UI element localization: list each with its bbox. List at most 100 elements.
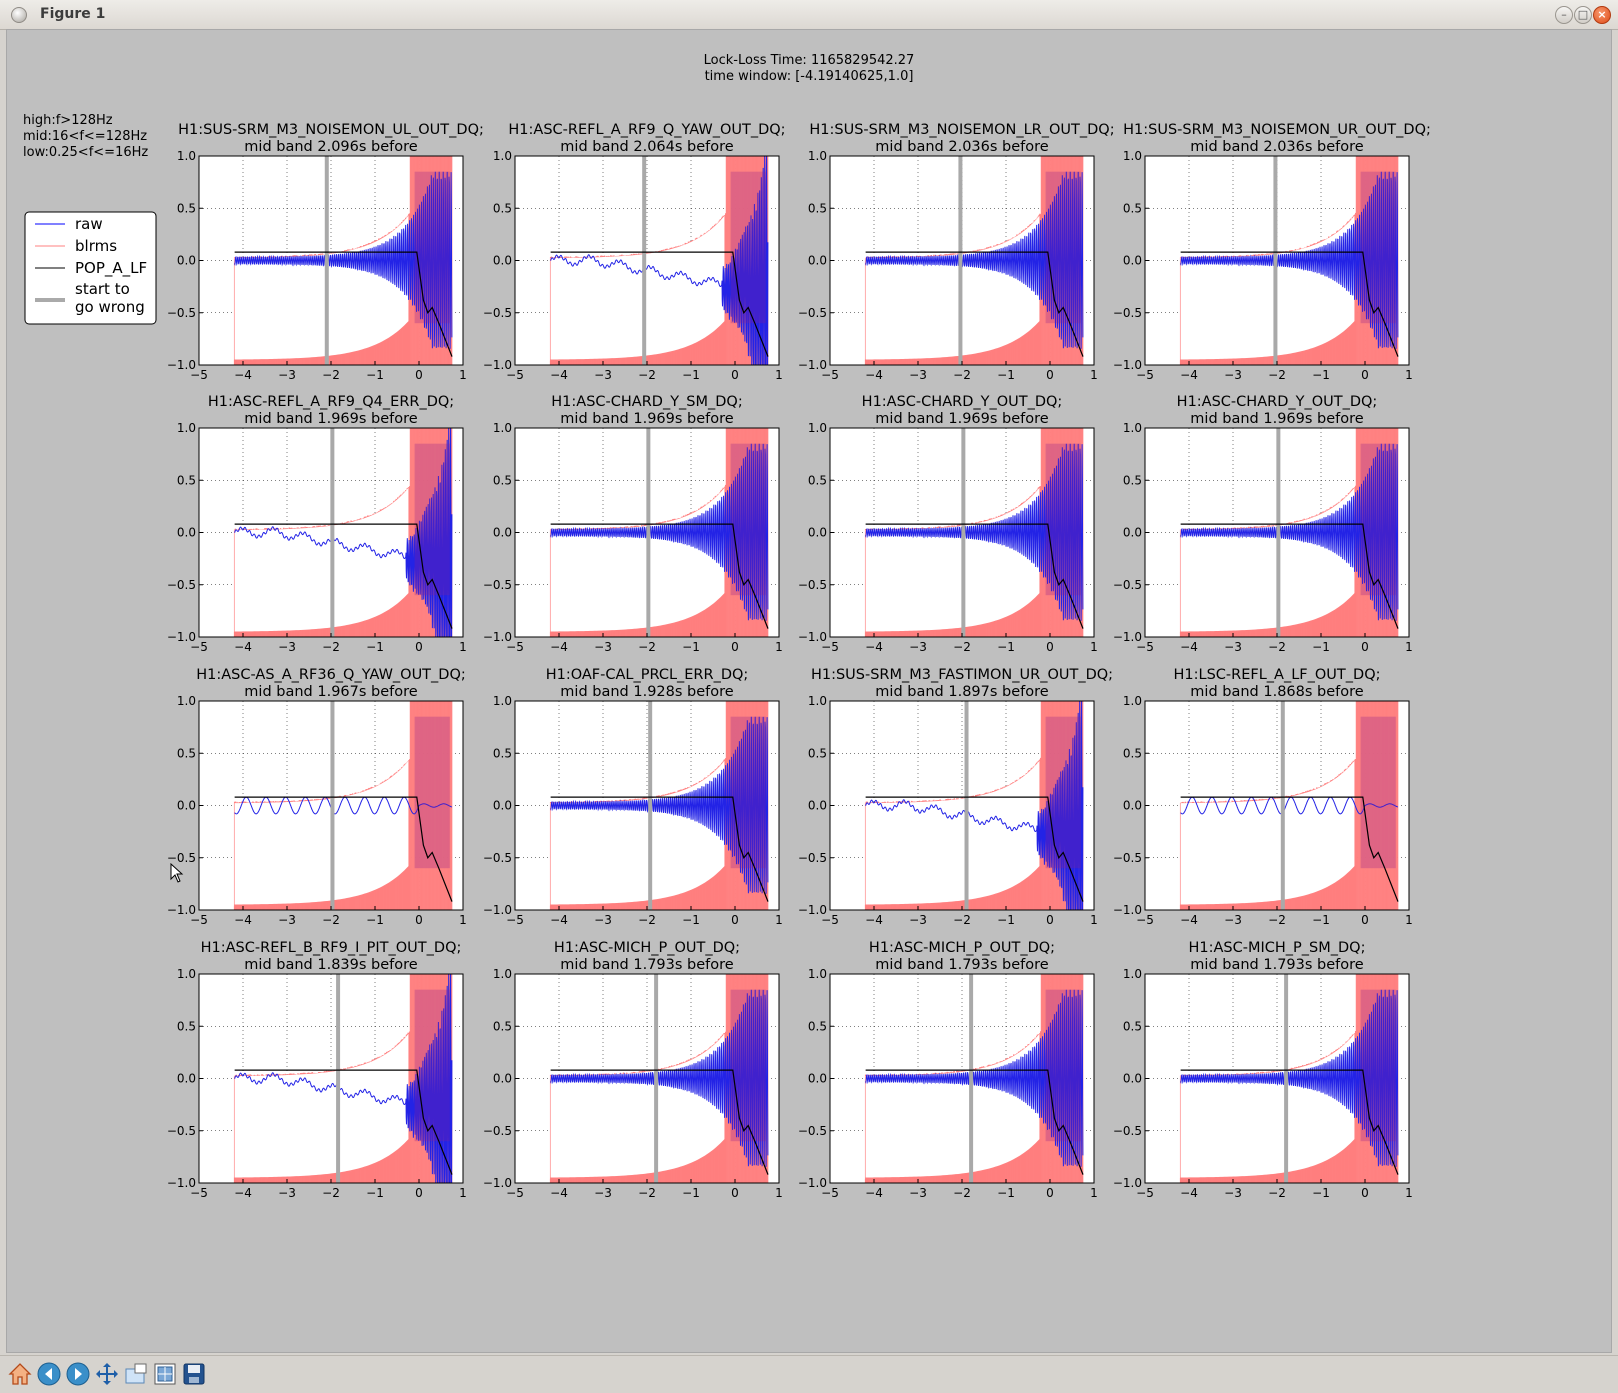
x-tick-label: −2 xyxy=(1268,368,1286,382)
x-tick-label: −4 xyxy=(234,640,252,654)
overlap-region xyxy=(731,172,766,324)
subplot-title: H1:ASC-CHARD_Y_SM_DQ; xyxy=(551,394,742,410)
figure-svg: Lock-Loss Time: 1165829542.27 time windo… xyxy=(7,30,1611,1352)
y-tick-label: 1.0 xyxy=(1123,421,1142,435)
x-tick-label: −2 xyxy=(1268,640,1286,654)
y-tick-label: 1.0 xyxy=(177,421,196,435)
x-tick-label: −3 xyxy=(1224,640,1242,654)
y-tick-label: −1.0 xyxy=(798,358,827,372)
y-tick-label: 0.0 xyxy=(493,526,512,540)
subplot-subtitle: mid band 2.036s before xyxy=(1190,139,1363,155)
x-tick-label: −2 xyxy=(638,368,656,382)
overlap-region xyxy=(415,444,450,596)
overlap-region xyxy=(731,444,766,596)
x-tick-label: 1 xyxy=(459,368,467,382)
y-tick-label: 0.0 xyxy=(177,254,196,268)
x-tick-label: −1 xyxy=(366,640,384,654)
window-titlebar[interactable]: Figure 1 – □ × xyxy=(0,0,1618,30)
y-tick-label: −1.0 xyxy=(483,358,512,372)
x-tick-label: −4 xyxy=(865,640,883,654)
x-tick-label: 0 xyxy=(415,368,423,382)
y-tick-label: 0.0 xyxy=(808,254,827,268)
subplot-subtitle: mid band 1.969s before xyxy=(560,411,733,427)
x-tick-label: −4 xyxy=(1180,640,1198,654)
subplot-subtitle: mid band 1.969s before xyxy=(1190,411,1363,427)
y-tick-label: −1.0 xyxy=(483,630,512,644)
x-tick-label: −3 xyxy=(1224,368,1242,382)
y-tick-label: 1.0 xyxy=(493,149,512,163)
y-tick-label: 0.0 xyxy=(1123,254,1142,268)
maximize-icon[interactable]: □ xyxy=(1574,6,1592,24)
y-tick-label: 0.5 xyxy=(493,201,512,215)
y-tick-label: −1.0 xyxy=(1113,358,1142,372)
overlap-region xyxy=(1361,172,1396,324)
x-tick-label: −1 xyxy=(1312,368,1330,382)
x-tick-label: 1 xyxy=(459,640,467,654)
y-tick-label: 1.0 xyxy=(493,421,512,435)
x-tick-label: −1 xyxy=(682,368,700,382)
y-tick-label: 0.5 xyxy=(177,201,196,215)
legend-label-raw: raw xyxy=(75,215,103,233)
x-tick-label: 1 xyxy=(775,368,783,382)
x-tick-label: 1 xyxy=(1090,368,1098,382)
x-tick-label: 0 xyxy=(731,368,739,382)
y-tick-label: −0.5 xyxy=(798,306,827,320)
x-tick-label: −2 xyxy=(953,368,971,382)
subplot-subtitle: mid band 2.064s before xyxy=(560,139,733,155)
window-title: Figure 1 xyxy=(40,6,105,22)
x-tick-label: 0 xyxy=(1046,640,1054,654)
y-tick-label: 1.0 xyxy=(808,149,827,163)
overlap-region xyxy=(415,172,450,324)
subplot-subtitle: mid band 1.969s before xyxy=(875,411,1048,427)
x-tick-label: −4 xyxy=(550,368,568,382)
suptitle-line1: Lock-Loss Time: 1165829542.27 xyxy=(704,53,915,68)
subplot-subtitle: mid band 2.096s before xyxy=(244,139,417,155)
y-tick-label: 0.5 xyxy=(493,473,512,487)
x-tick-label: 1 xyxy=(1405,368,1413,382)
window-menu-icon[interactable] xyxy=(11,7,27,23)
x-tick-label: 0 xyxy=(1046,368,1054,382)
x-tick-label: −3 xyxy=(278,368,296,382)
x-tick-label: −4 xyxy=(865,368,883,382)
subplot-title: H1:ASC-REFL_A_RF9_Q4_ERR_DQ; xyxy=(208,394,454,410)
minimize-icon[interactable]: – xyxy=(1555,6,1573,24)
subplot-title: H1:SUS-SRM_M3_NOISEMON_LR_OUT_DQ; xyxy=(809,122,1114,138)
subplot-subtitle: mid band 2.036s before xyxy=(875,139,1048,155)
x-tick-label: 1 xyxy=(1405,640,1413,654)
y-tick-label: 1.0 xyxy=(808,421,827,435)
y-tick-label: 1.0 xyxy=(1123,149,1142,163)
subplot-title: H1:ASC-CHARD_Y_OUT_DQ; xyxy=(1177,394,1378,410)
x-tick-label: 0 xyxy=(1361,640,1369,654)
x-tick-label: −1 xyxy=(997,368,1015,382)
band-info-low: low:0.25<f<=16Hz xyxy=(23,145,148,160)
y-tick-label: 1.0 xyxy=(177,149,196,163)
y-tick-label: 0.0 xyxy=(493,254,512,268)
overlap-region xyxy=(1361,444,1396,596)
y-tick-label: −0.5 xyxy=(483,578,512,592)
y-tick-label: 0.5 xyxy=(808,201,827,215)
subplot-title: H1:SUS-SRM_M3_NOISEMON_UL_OUT_DQ; xyxy=(178,122,484,138)
y-tick-label: 0.5 xyxy=(177,473,196,487)
y-tick-label: 0.0 xyxy=(177,526,196,540)
overlap-region xyxy=(1046,172,1081,324)
x-tick-label: −3 xyxy=(594,368,612,382)
x-tick-label: −1 xyxy=(1312,640,1330,654)
x-tick-label: −3 xyxy=(909,368,927,382)
figure-canvas[interactable]: Lock-Loss Time: 1165829542.27 time windo… xyxy=(6,29,1612,1353)
y-tick-label: −0.5 xyxy=(1113,306,1142,320)
x-tick-label: −4 xyxy=(234,368,252,382)
close-icon[interactable]: × xyxy=(1593,6,1611,24)
x-tick-label: −2 xyxy=(322,640,340,654)
x-tick-label: 0 xyxy=(731,640,739,654)
y-tick-label: 0.5 xyxy=(1123,201,1142,215)
y-tick-label: 0.5 xyxy=(1123,473,1142,487)
x-tick-label: −1 xyxy=(997,640,1015,654)
y-tick-label: −1.0 xyxy=(167,630,196,644)
